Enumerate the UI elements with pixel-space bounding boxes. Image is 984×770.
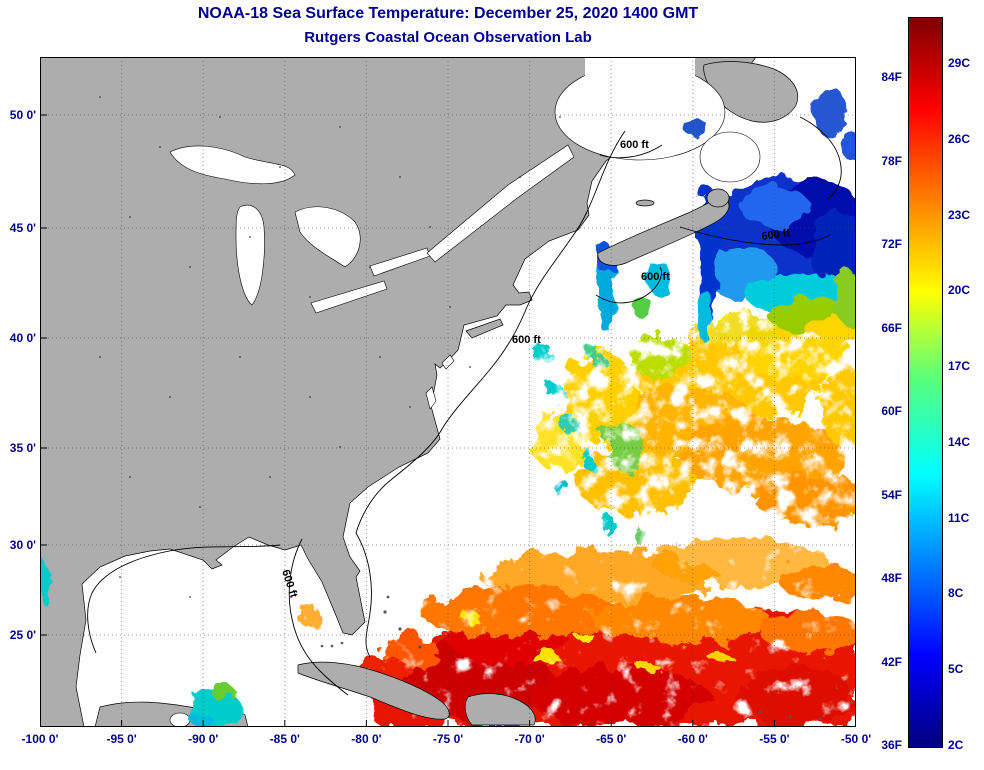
colorbar-celsius-label: 26C — [948, 131, 971, 146]
contour-label-600ft: 600 ft — [641, 271, 670, 283]
contour-labels: 600 ft 600 ft 600 ft 600 ft 600 ft — [279, 139, 791, 600]
page-title: NOAA-18 Sea Surface Temperature: Decembe… — [197, 5, 699, 22]
cape-breton — [706, 188, 730, 208]
st-lawrence-river — [426, 144, 575, 263]
sst-hot-region — [296, 538, 860, 727]
page-subtitle: Rutgers Coastal Ocean Observation Lab — [304, 29, 592, 46]
map-canvas: 600 ft 600 ft 600 ft 600 ft 600 ft — [39, 56, 873, 728]
x-axis-tick-label: -50 0' — [840, 732, 872, 746]
contour-label-600ft: 600 ft — [512, 334, 541, 346]
colorbar-fahrenheit-label: 60F — [881, 404, 902, 418]
colorbar-celsius-label: 17C — [948, 359, 971, 374]
colorbar-fahrenheit-label: 36F — [881, 738, 902, 752]
prince-edward-island — [635, 199, 655, 207]
y-axis-tick-label: 30 0' — [9, 538, 36, 552]
colorbar-celsius-label: 2C — [948, 738, 964, 752]
colorbar-celsius-label: 23C — [948, 207, 971, 222]
nova-scotia — [597, 199, 730, 266]
cuba — [297, 661, 450, 720]
hispaniola — [464, 693, 536, 726]
gulf-top — [585, 57, 695, 83]
x-axis-tick-label: -85 0' — [269, 732, 300, 746]
lake-huron — [294, 206, 361, 268]
y-axis-tick-label: 45 0' — [9, 221, 36, 235]
x-axis-tick-label: -95 0' — [106, 732, 137, 746]
colorbar-celsius-label: 29C — [948, 56, 971, 70]
colorbar-fahrenheit-label: 84F — [881, 70, 902, 84]
colorbar-celsius-label: 8C — [948, 586, 964, 601]
colorbar-celsius-label: 5C — [948, 662, 964, 677]
colorbar-celsius-label: 14C — [948, 434, 971, 449]
contour-label-600ft: 600 ft — [620, 139, 649, 151]
chesapeake-bay — [425, 386, 437, 410]
x-axis-tick-label: -100 0' — [21, 732, 59, 746]
cabot-strait — [699, 131, 761, 183]
inland-waters — [169, 57, 761, 728]
map-frame — [40, 57, 856, 727]
land-speckles — [99, 96, 561, 598]
land-group — [39, 56, 822, 728]
colorbar-fahrenheit-label: 66F — [881, 320, 902, 335]
gridlines — [40, 57, 856, 727]
colorbar-celsius-label: 11C — [948, 510, 970, 525]
x-axis-tick-label: -80 0' — [351, 732, 382, 746]
colorbar-fahrenheit-label: 48F — [881, 571, 902, 585]
lake-erie — [310, 280, 388, 314]
x-axis-tick-label: -70 0' — [514, 732, 545, 746]
y-axis-tick-label: 50 0' — [9, 108, 36, 122]
x-axis-tick-label: -90 0' — [188, 732, 219, 746]
colorbar-fahrenheit-label: 42F — [881, 654, 902, 669]
x-axis-tick-label: -55 0' — [759, 732, 790, 746]
x-axis-tick-label: -60 0' — [677, 732, 708, 746]
long-island — [465, 318, 504, 339]
colorbar-fahrenheit-label: 78F — [881, 153, 902, 168]
x-axis-tick-label: -65 0' — [596, 732, 627, 746]
colorbar — [908, 17, 943, 748]
x-axis-tick-label: -75 0' — [432, 732, 464, 746]
colorbar-fahrenheit-label: 54F — [881, 487, 902, 502]
axis-ticks — [40, 114, 775, 727]
y-axis-tick-label: 35 0' — [9, 441, 36, 455]
lake-superior — [169, 145, 296, 185]
y-axis-tick-label: 25 0' — [9, 628, 36, 642]
bahamas — [320, 595, 822, 721]
colorbar-gradient — [909, 18, 942, 747]
y-axis-tick-label: 40 0' — [9, 331, 36, 345]
mainland — [39, 56, 757, 728]
colorbar-celsius-label: 20C — [948, 283, 971, 298]
map-plot: 600 ft 600 ft 600 ft 600 ft 600 ft — [39, 56, 873, 728]
contour-label-600ft: 600 ft — [761, 227, 791, 243]
colorbar-fahrenheit-label: 72F — [881, 237, 902, 251]
campeche-notch — [169, 712, 191, 728]
bathymetry-contours — [87, 116, 842, 696]
